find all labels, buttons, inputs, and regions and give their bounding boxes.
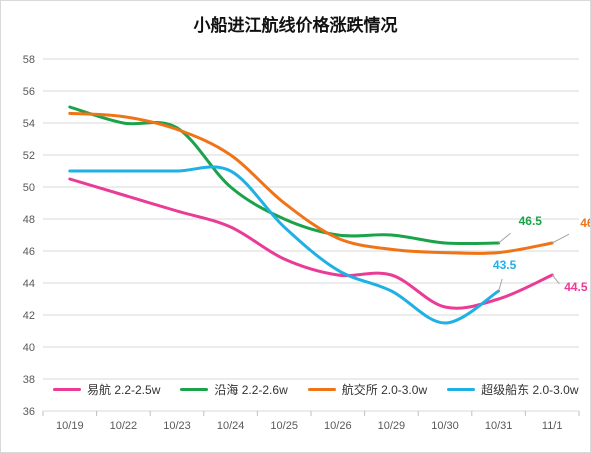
y-tick-label: 56 <box>23 86 35 98</box>
legend-swatch <box>447 388 476 391</box>
y-tick-label: 40 <box>23 342 35 354</box>
legend-item: 超级船东 2.0-3.0w <box>447 381 579 398</box>
series-line-2 <box>68 105 501 246</box>
data-label: 46.5 <box>519 214 543 228</box>
legend-item: 易航 2.2-2.5w <box>53 381 160 398</box>
x-tick-label: 10/22 <box>110 420 138 432</box>
y-tick-label: 44 <box>23 278 35 290</box>
y-tick-label: 48 <box>23 214 35 226</box>
x-tick-label: 10/30 <box>431 420 459 432</box>
y-tick-label: 42 <box>23 310 35 322</box>
y-tick-label: 38 <box>23 374 35 386</box>
legend-swatch <box>180 388 209 391</box>
legend-item: 沿海 2.2-2.6w <box>180 381 288 398</box>
x-tick-label: 10/29 <box>378 420 406 432</box>
x-tick-label: 10/31 <box>485 420 513 432</box>
x-tick-label: 10/26 <box>324 420 352 432</box>
x-tick-label: 10/23 <box>163 420 191 432</box>
y-tick-label: 46 <box>23 246 35 258</box>
data-label-leader <box>498 278 503 292</box>
legend-item: 航交所 2.0-3.0w <box>307 381 428 398</box>
data-label: 44.5 <box>564 280 588 294</box>
chart-title: 小船进江航线价格涨跌情况 <box>193 16 398 36</box>
data-label: 46.5 <box>580 216 590 230</box>
y-tick-label: 50 <box>23 182 35 194</box>
series-line-1 <box>68 177 554 310</box>
chart-legend: 易航 2.2-2.5w 沿海 2.2-2.6w 航交所 2.0-3.0w 超级船东 2… <box>53 381 579 398</box>
legend-label: 航交所 2.0-3.0w <box>341 383 428 397</box>
y-tick-label: 54 <box>23 118 35 130</box>
data-label-leader <box>498 232 511 244</box>
series-line-3 <box>68 111 554 255</box>
y-tick-label: 36 <box>23 406 35 418</box>
legend-swatch <box>307 388 336 391</box>
data-label: 43.5 <box>493 258 517 272</box>
y-tick-label: 52 <box>23 150 35 162</box>
series-line-4 <box>68 165 501 325</box>
x-tick-label: 10/24 <box>217 420 245 432</box>
legend-swatch <box>53 388 81 391</box>
x-tick-label: 11/1 <box>542 420 563 432</box>
y-tick-label: 58 <box>23 54 35 66</box>
data-label-leader <box>551 233 570 244</box>
data-label-leader <box>551 274 560 285</box>
legend-label: 沿海 2.2-2.6w <box>214 383 288 397</box>
x-tick-label: 10/25 <box>270 420 298 432</box>
legend-label: 易航 2.2-2.5w <box>87 383 161 397</box>
x-tick-label: 10/19 <box>56 420 84 432</box>
legend-label: 超级船东 2.0-3.0w <box>481 383 579 397</box>
